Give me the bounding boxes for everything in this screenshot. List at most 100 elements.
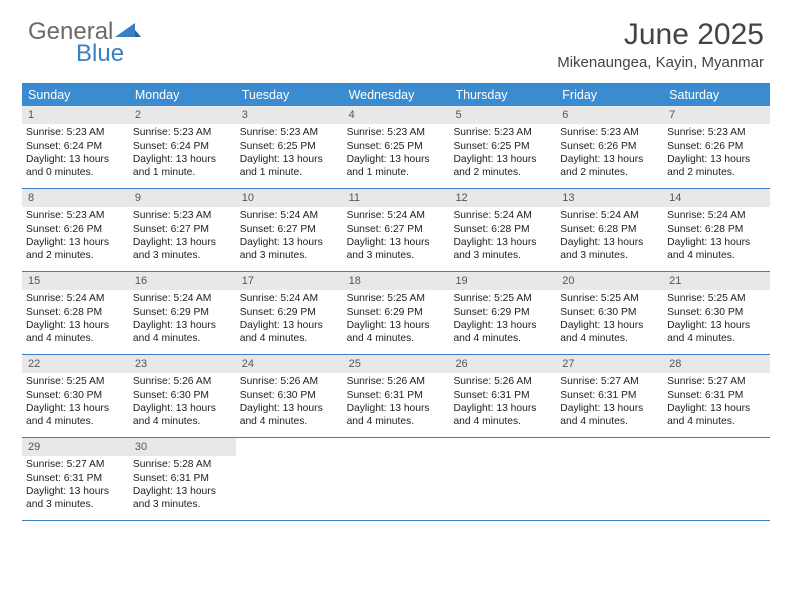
sunrise-line: Sunrise: 5:24 AM [347,209,446,222]
daylight-line: Daylight: 13 hours and 1 minute. [133,153,232,180]
day-number: 22 [22,355,129,373]
week-row: 29 Sunrise: 5:27 AMSunset: 6:31 PMDayligh… [22,438,770,521]
daylight-line: Daylight: 13 hours and 4 minutes. [26,319,125,346]
day-cell: 25Sunrise: 5:26 AMSunset: 6:31 PMDayligh… [343,355,450,437]
day-text: Sunrise: 5:24 AMSunset: 6:29 PMDaylight:… [129,292,236,346]
sunset-line: Sunset: 6:31 PM [560,389,659,402]
sunset-line: Sunset: 6:27 PM [347,223,446,236]
sunset-line: Sunset: 6:31 PM [453,389,552,402]
daylight-line: Daylight: 13 hours and 2 minutes. [453,153,552,180]
day-cell [663,438,770,520]
sunset-line: Sunset: 6:24 PM [133,140,232,153]
sunrise-line: Sunrise: 5:24 AM [26,292,125,305]
day-text: Sunrise: 5:26 AMSunset: 6:30 PMDaylight:… [236,375,343,429]
daylight-line: Daylight: 13 hours and 2 minutes. [26,236,125,263]
day-text: Sunrise: 5:25 AMSunset: 6:30 PMDaylight:… [22,375,129,429]
day-cell: 18 Sunrise: 5:25 AMSunset: 6:29 PMDayligh… [343,272,450,354]
day-number: 14 [663,189,770,207]
day-cell: 21Sunrise: 5:25 AMSunset: 6:30 PMDayligh… [663,272,770,354]
daylight-line: Daylight: 13 hours and 0 minutes. [26,153,125,180]
day-number: 23 [129,355,236,373]
sunrise-line: Sunrise: 5:24 AM [240,292,339,305]
day-cell: 23Sunrise: 5:26 AMSunset: 6:30 PMDayligh… [129,355,236,437]
sunrise-line: Sunrise: 5:24 AM [240,209,339,222]
daylight-line: Daylight: 13 hours and 4 minutes. [26,402,125,429]
day-text: Sunrise: 5:24 AMSunset: 6:28 PMDaylight:… [22,292,129,346]
daylight-line: Daylight: 13 hours and 4 minutes. [347,402,446,429]
sunset-line: Sunset: 6:27 PM [240,223,339,236]
day-cell: 28Sunrise: 5:27 AMSunset: 6:31 PMDayligh… [663,355,770,437]
day-number: 13 [556,189,663,207]
day-text: Sunrise: 5:26 AMSunset: 6:31 PMDaylight:… [449,375,556,429]
day-text: Sunrise: 5:23 AMSunset: 6:26 PMDaylight:… [556,126,663,180]
day-text: Sunrise: 5:28 AMSunset: 6:31 PMDaylight:… [129,458,236,512]
day-text: Sunrise: 5:24 AMSunset: 6:28 PMDaylight:… [449,209,556,263]
day-number: 26 [449,355,556,373]
sunrise-line: Sunrise: 5:23 AM [26,209,125,222]
day-cell: 11Sunrise: 5:24 AMSunset: 6:27 PMDayligh… [343,189,450,271]
header: General Blue June 2025 Mikenaungea, Kayi… [0,0,792,75]
sunset-line: Sunset: 6:31 PM [347,389,446,402]
day-cell [343,438,450,520]
dow-cell: Wednesday [343,84,450,106]
sunrise-line: Sunrise: 5:25 AM [347,292,446,305]
day-cell: 9 Sunrise: 5:23 AMSunset: 6:27 PMDaylight… [129,189,236,271]
day-cell: 4Sunrise: 5:23 AMSunset: 6:25 PMDaylight… [343,106,450,188]
title-block: June 2025 Mikenaungea, Kayin, Myanmar [557,18,764,71]
day-text: Sunrise: 5:23 AMSunset: 6:26 PMDaylight:… [663,126,770,180]
sunset-line: Sunset: 6:29 PM [347,306,446,319]
day-text: Sunrise: 5:24 AMSunset: 6:27 PMDaylight:… [343,209,450,263]
day-text: Sunrise: 5:23 AMSunset: 6:25 PMDaylight:… [449,126,556,180]
sunrise-line: Sunrise: 5:23 AM [347,126,446,139]
sunrise-line: Sunrise: 5:27 AM [560,375,659,388]
daylight-line: Daylight: 13 hours and 2 minutes. [667,153,766,180]
daylight-line: Daylight: 13 hours and 2 minutes. [560,153,659,180]
day-number: 29 [22,438,129,456]
sunset-line: Sunset: 6:31 PM [26,472,125,485]
sunrise-line: Sunrise: 5:24 AM [560,209,659,222]
day-text: Sunrise: 5:23 AMSunset: 6:25 PMDaylight:… [343,126,450,180]
day-cell [449,438,556,520]
sunset-line: Sunset: 6:26 PM [560,140,659,153]
day-number: 18 [343,272,450,290]
sunrise-line: Sunrise: 5:27 AM [26,458,125,471]
sunrise-line: Sunrise: 5:24 AM [133,292,232,305]
day-cell: 5 Sunrise: 5:23 AMSunset: 6:25 PMDaylight… [449,106,556,188]
day-text: Sunrise: 5:25 AMSunset: 6:30 PMDaylight:… [556,292,663,346]
day-number: 8 [22,189,129,207]
sunset-line: Sunset: 6:26 PM [26,223,125,236]
dow-cell: Saturday [663,84,770,106]
day-text: Sunrise: 5:27 AMSunset: 6:31 PMDaylight:… [22,458,129,512]
daylight-line: Daylight: 13 hours and 3 minutes. [240,236,339,263]
daylight-line: Daylight: 13 hours and 4 minutes. [667,319,766,346]
day-number: 17 [236,272,343,290]
sunset-line: Sunset: 6:25 PM [240,140,339,153]
week-row: 1Sunrise: 5:23 AMSunset: 6:24 PMDaylight… [22,106,770,189]
day-cell: 10Sunrise: 5:24 AMSunset: 6:27 PMDayligh… [236,189,343,271]
day-number: 24 [236,355,343,373]
dow-cell: Thursday [449,84,556,106]
sunrise-line: Sunrise: 5:23 AM [560,126,659,139]
day-cell: 19Sunrise: 5:25 AMSunset: 6:29 PMDayligh… [449,272,556,354]
daylight-line: Daylight: 13 hours and 4 minutes. [240,402,339,429]
day-cell: 2Sunrise: 5:23 AMSunset: 6:24 PMDaylight… [129,106,236,188]
day-text: Sunrise: 5:27 AMSunset: 6:31 PMDaylight:… [556,375,663,429]
day-cell: 30Sunrise: 5:28 AMSunset: 6:31 PMDayligh… [129,438,236,520]
sunrise-line: Sunrise: 5:26 AM [133,375,232,388]
sunset-line: Sunset: 6:24 PM [26,140,125,153]
daylight-line: Daylight: 13 hours and 4 minutes. [453,319,552,346]
day-text: Sunrise: 5:26 AMSunset: 6:31 PMDaylight:… [343,375,450,429]
day-text: Sunrise: 5:25 AMSunset: 6:29 PMDaylight:… [343,292,450,346]
day-text: Sunrise: 5:23 AMSunset: 6:27 PMDaylight:… [129,209,236,263]
sunset-line: Sunset: 6:29 PM [240,306,339,319]
daylight-line: Daylight: 13 hours and 4 minutes. [560,402,659,429]
day-number: 9 [129,189,236,207]
day-cell: 26 Sunrise: 5:26 AMSunset: 6:31 PMDayligh… [449,355,556,437]
day-number: 5 [449,106,556,124]
day-number: 15 [22,272,129,290]
day-cell: 12Sunrise: 5:24 AMSunset: 6:28 PMDayligh… [449,189,556,271]
day-cell: 14Sunrise: 5:24 AMSunset: 6:28 PMDayligh… [663,189,770,271]
day-number: 16 [129,272,236,290]
sunrise-line: Sunrise: 5:24 AM [667,209,766,222]
sunset-line: Sunset: 6:27 PM [133,223,232,236]
